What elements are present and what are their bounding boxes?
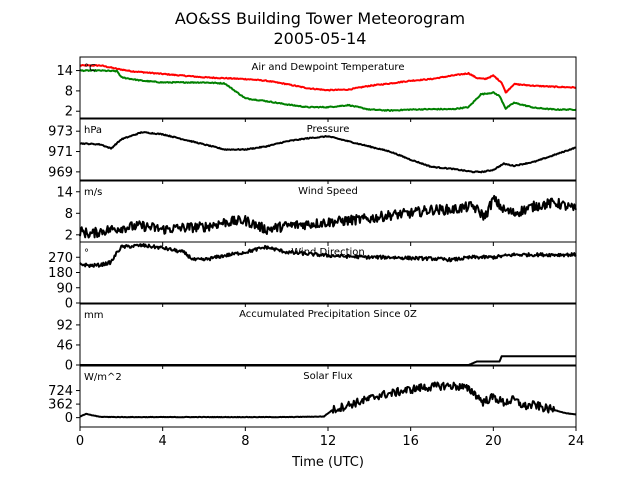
x-tick-label: 4 — [159, 434, 167, 449]
panel-unit-pressure: hPa — [84, 125, 102, 136]
series-line-temperature — [79, 64, 577, 94]
y-tick-label-pressure: 969 — [48, 165, 73, 180]
chart-panels: 2 8 14 °C Air and Dewpoint Temperature 969 971… — [48, 56, 577, 431]
x-tick-label: 24 — [568, 434, 585, 449]
panel-title-wind_speed: Wind Speed — [298, 186, 358, 197]
y-tick-label-temp: 2 — [65, 105, 73, 120]
x-axis-label: Time (UTC) — [291, 455, 364, 470]
series-line-precip — [79, 355, 577, 366]
panel-title-wind_direction: Wind Direction — [291, 247, 365, 258]
panel-unit-temp: °C — [84, 63, 96, 74]
y-tick-label-solar: 362 — [48, 398, 73, 413]
panel-unit-wind_speed: m/s — [84, 187, 102, 198]
panel-temp: 2 8 14 °C Air and Dewpoint Temperature — [56, 56, 577, 122]
y-tick-label-pressure: 973 — [48, 125, 73, 140]
series-line-wind_direction — [79, 243, 577, 268]
series-line-wind_speed — [79, 194, 577, 239]
y-tick-label-pressure: 971 — [48, 145, 73, 160]
panel-unit-precip: mm — [84, 310, 103, 321]
panel-title-pressure: Pressure — [307, 124, 350, 135]
y-tick-label-temp: 8 — [65, 84, 73, 99]
x-tick-label: 12 — [320, 434, 337, 449]
y-tick-label-wind_direction: 270 — [48, 251, 73, 266]
y-tick-label-wind_speed: 8 — [65, 207, 73, 222]
y-tick-label-wind_direction: 180 — [48, 266, 73, 281]
y-tick-label-precip: 0 — [65, 359, 73, 374]
y-tick-label-wind_direction: 90 — [56, 281, 73, 296]
panel-title-solar: Solar Flux — [303, 371, 353, 382]
x-tick-label: 0 — [76, 434, 84, 449]
panel-title-precip: Accumulated Precipitation Since 0Z — [239, 309, 417, 320]
y-tick-label-wind_speed: 2 — [65, 228, 73, 243]
figure-title: AO&SS Building Tower Meteorogram — [175, 9, 465, 28]
series-line-pressure — [79, 131, 577, 174]
panel-wind_speed: 2 8 14 m/s Wind Speed — [56, 180, 577, 246]
y-tick-label-precip: 46 — [56, 338, 73, 353]
panel-title-temp: Air and Dewpoint Temperature — [252, 62, 405, 73]
x-tick-label: 16 — [402, 434, 419, 449]
y-tick-label-wind_speed: 14 — [56, 185, 73, 200]
y-tick-label-solar: 0 — [65, 411, 73, 426]
x-axis: 0 4 8 12 16 20 24 — [76, 434, 584, 449]
y-tick-label-precip: 92 — [56, 318, 73, 333]
series-line-solar — [79, 381, 577, 419]
y-tick-label-solar: 724 — [48, 384, 73, 399]
panel-unit-wind_direction: ° — [84, 248, 89, 259]
y-tick-label-temp: 14 — [56, 64, 73, 79]
figure-subtitle: 2005-05-14 — [274, 29, 367, 48]
series-line-dewpoint — [79, 69, 577, 112]
y-tick-label-wind_direction: 0 — [65, 297, 73, 312]
x-tick-label: 8 — [241, 434, 249, 449]
panel-precip: 0 46 92 mm Accumulated Precipitation Since 0… — [56, 303, 577, 374]
panel-unit-solar: W/m^2 — [84, 372, 122, 383]
panel-pressure: 969 971 973 hPa Pressure — [48, 118, 577, 184]
x-tick-label: 20 — [485, 434, 502, 449]
